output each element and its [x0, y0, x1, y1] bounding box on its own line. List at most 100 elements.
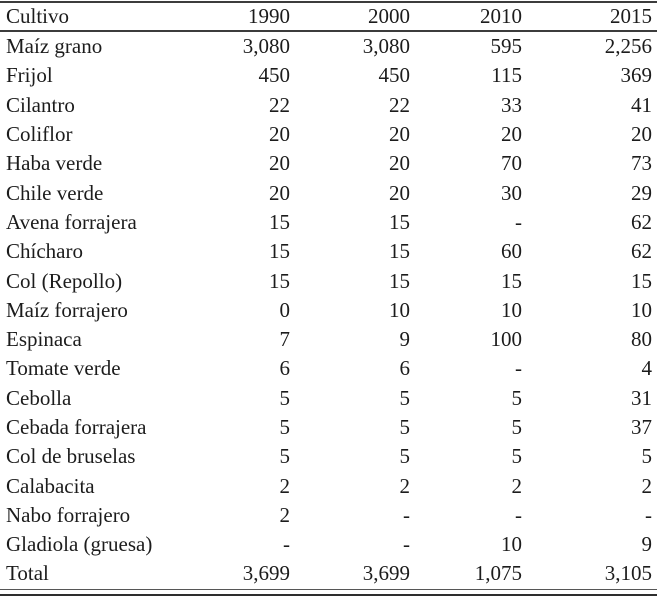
value-1990: 5 — [279, 444, 291, 469]
bottom-double-rule — [0, 593, 657, 597]
value-2010: - — [515, 209, 522, 234]
value-1990: 15 — [269, 268, 290, 293]
value-1990: 2 — [279, 502, 291, 527]
table-row: Total 3,699 3,699 1,075 3,105 — [0, 559, 657, 590]
value-2015: 3,105 — [522, 559, 657, 590]
value-2015: 9 — [641, 532, 653, 557]
value-2015: 20 — [631, 122, 652, 147]
value-2010: 5 — [511, 385, 523, 410]
value-2010: 5 — [511, 444, 523, 469]
value-2015: 369 — [620, 63, 653, 88]
value-2015: 10 — [631, 297, 652, 322]
value-2000: 450 — [378, 63, 411, 88]
crop-label: Tomate verde — [6, 356, 121, 381]
value-2010: 15 — [501, 268, 522, 293]
table-row: Frijol 450 450 115 369 — [0, 61, 657, 90]
crop-label: Maíz forrajero — [6, 297, 128, 322]
value-2010: 2 — [511, 473, 523, 498]
value-2010: 20 — [501, 122, 522, 147]
crop-label: Haba verde — [6, 151, 103, 176]
value-2000: 5 — [399, 415, 411, 439]
value-2000: 20 — [389, 180, 410, 205]
table-row: Calabacita 2 2 2 2 — [0, 471, 657, 500]
value-2015: 62 — [631, 209, 652, 234]
crop-label: Col de bruselas — [6, 444, 136, 469]
crop-label: Frijol — [6, 63, 53, 88]
value-2010: 70 — [501, 151, 522, 176]
crop-label: Gladiola (gruesa) — [6, 532, 153, 557]
value-2010: 595 — [490, 34, 523, 59]
table-row: Col (Repollo) 15 15 15 15 — [0, 266, 657, 295]
table-row: Haba verde 20 20 70 73 — [0, 149, 657, 178]
value-1990: 3,080 — [242, 34, 290, 59]
table-row: Tomate verde 6 6 - 4 — [0, 354, 657, 383]
value-2015: 80 — [631, 327, 652, 352]
value-2015: 73 — [631, 151, 652, 176]
column-header-2010: 2010 — [410, 2, 522, 32]
value-2015: - — [645, 502, 652, 527]
value-2000: 5 — [399, 385, 411, 410]
value-2010: 10 — [501, 532, 522, 557]
value-2015: 4 — [641, 356, 653, 381]
value-2015: 5 — [641, 444, 653, 469]
crop-label: Cebolla — [6, 385, 72, 410]
value-1990: 3,699 — [200, 559, 290, 590]
value-2010: 30 — [501, 180, 522, 205]
crop-label: Espinaca — [6, 327, 82, 352]
column-header-cultivo: Cultivo — [0, 2, 200, 32]
value-2015: 2 — [641, 473, 653, 498]
crop-label: Chile verde — [6, 180, 104, 205]
value-2000: - — [403, 532, 410, 557]
value-2015: 2,256 — [604, 34, 652, 59]
value-1990: 20 — [269, 122, 290, 147]
crop-label: Cebada forrajera — [6, 415, 147, 439]
value-1990: 5 — [279, 415, 291, 439]
value-2000: 3,080 — [362, 34, 410, 59]
value-2010: 1,075 — [410, 559, 522, 590]
value-2000: 20 — [389, 151, 410, 176]
value-2015: 15 — [631, 268, 652, 293]
value-1990: 22 — [269, 92, 290, 117]
value-2010: 10 — [501, 297, 522, 322]
table-row: Coliflor 20 20 20 20 — [0, 120, 657, 149]
table-row: Cebolla 5 5 5 31 — [0, 384, 657, 413]
table-row: Avena forrajera 15 15 - 62 — [0, 208, 657, 237]
crop-label: Maíz grano — [6, 34, 103, 59]
value-2000: 22 — [389, 92, 410, 117]
crop-label: Cilantro — [6, 92, 75, 117]
table-row: Col de bruselas 5 5 5 5 — [0, 442, 657, 471]
value-1990: 7 — [279, 327, 291, 352]
value-1990: - — [283, 532, 290, 557]
value-2015: 62 — [631, 239, 652, 264]
value-1990: 0 — [279, 297, 291, 322]
value-2000: 15 — [389, 268, 410, 293]
value-2010: 115 — [491, 63, 522, 88]
value-1990: 6 — [279, 356, 291, 381]
crop-label: Col (Repollo) — [6, 268, 123, 293]
crop-label: Avena forrajera — [6, 209, 137, 234]
value-1990: 5 — [279, 385, 291, 410]
value-2000: 3,699 — [290, 559, 410, 590]
table-row: Gladiola (gruesa) - - 10 9 — [0, 530, 657, 559]
value-2000: 5 — [399, 444, 411, 469]
table-header: Cultivo 1990 2000 2010 2015 — [0, 2, 657, 32]
column-header-1990: 1990 — [200, 2, 290, 32]
crop-label: Total — [0, 559, 200, 590]
value-2010: - — [515, 356, 522, 381]
value-2015: 31 — [631, 385, 652, 410]
value-2000: 10 — [389, 297, 410, 322]
value-2015: 29 — [631, 180, 652, 205]
table-row: Nabo forrajero 2 - - - — [0, 501, 657, 530]
value-2000: 20 — [389, 122, 410, 147]
value-2010: - — [515, 502, 522, 527]
value-2010: 33 — [501, 92, 522, 117]
table-row: Cilantro 22 22 33 41 — [0, 91, 657, 120]
value-2000: - — [403, 502, 410, 527]
crop-label: Coliflor — [6, 122, 73, 147]
table-row: Chícharo 15 15 60 62 — [0, 237, 657, 266]
value-1990: 20 — [269, 180, 290, 205]
crop-label: Nabo forrajero — [6, 502, 131, 527]
crop-label: Calabacita — [6, 473, 95, 498]
